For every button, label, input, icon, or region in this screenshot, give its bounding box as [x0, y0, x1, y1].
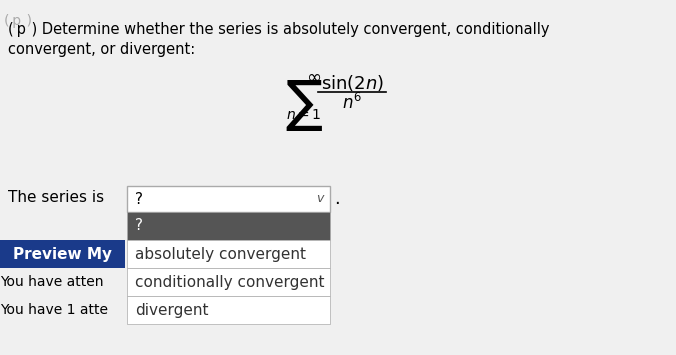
FancyBboxPatch shape: [0, 0, 652, 355]
Text: $n^6$: $n^6$: [342, 93, 362, 113]
Text: ?: ?: [135, 191, 143, 207]
Text: $n=1$: $n=1$: [286, 108, 322, 122]
Text: divergent: divergent: [135, 302, 209, 317]
Text: ( p  ): ( p ): [4, 14, 32, 28]
Text: .: .: [334, 190, 339, 208]
FancyBboxPatch shape: [127, 268, 330, 296]
FancyBboxPatch shape: [127, 240, 330, 268]
Text: ( p  ) Determine whether the series is absolutely convergent, conditionally: ( p ) Determine whether the series is ab…: [7, 22, 549, 37]
Text: The series is: The series is: [7, 190, 104, 205]
FancyBboxPatch shape: [127, 186, 330, 212]
Text: Preview My: Preview My: [14, 246, 112, 262]
FancyBboxPatch shape: [0, 240, 126, 268]
Text: absolutely convergent: absolutely convergent: [135, 246, 306, 262]
FancyBboxPatch shape: [127, 296, 330, 324]
Text: $\sum$: $\sum$: [285, 78, 323, 133]
Text: $\infty$: $\infty$: [306, 68, 321, 86]
Text: $\sin(2n)$: $\sin(2n)$: [320, 73, 384, 93]
Text: v: v: [316, 192, 324, 206]
FancyBboxPatch shape: [127, 212, 330, 240]
Text: You have atten: You have atten: [0, 275, 103, 289]
Text: conditionally convergent: conditionally convergent: [135, 274, 324, 289]
Text: ?: ?: [135, 218, 143, 234]
Text: You have 1 atte: You have 1 atte: [0, 303, 108, 317]
Text: convergent, or divergent:: convergent, or divergent:: [7, 42, 195, 57]
